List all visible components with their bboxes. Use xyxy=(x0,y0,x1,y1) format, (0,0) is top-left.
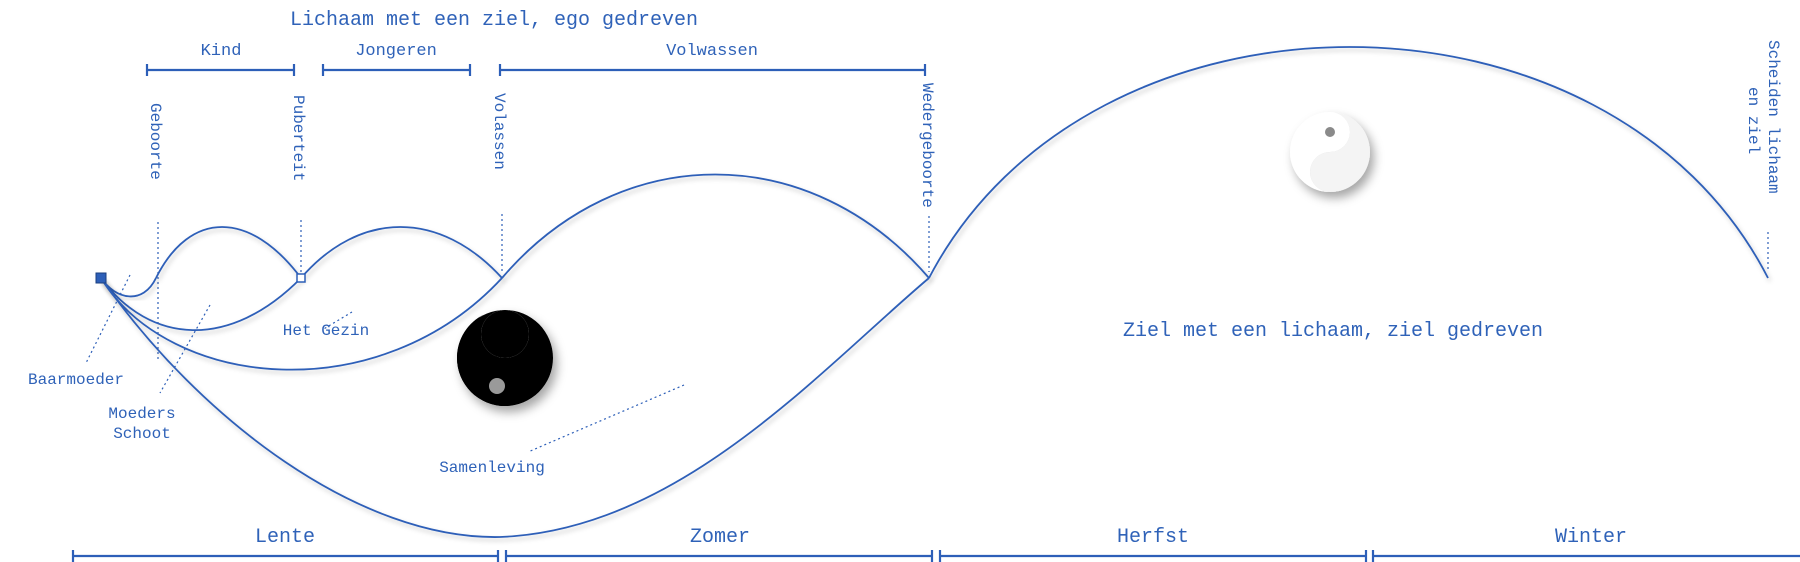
bracket-kind xyxy=(145,64,296,76)
curve-het-gezin xyxy=(100,277,503,371)
milestone-volassen: Volassen xyxy=(490,93,508,170)
phase-label-volwassen: Volwassen xyxy=(666,42,758,61)
season-label-herfst: Herfst xyxy=(1117,526,1189,549)
leader-samenleving xyxy=(527,384,685,453)
season-label-lente: Lente xyxy=(255,526,315,549)
milestone-puberteit: Puberteit xyxy=(289,95,307,181)
season-label-winter: Winter xyxy=(1555,526,1627,549)
curve-ziel-upper xyxy=(928,46,1769,279)
leader-baarmoeder xyxy=(85,274,131,364)
origin-marker xyxy=(95,272,107,284)
diagram-title: Lichaam met een ziel, ego gedreven xyxy=(290,9,698,32)
milestone-wedergeboorte: Wedergeboorte xyxy=(918,83,936,208)
curves xyxy=(100,46,1769,538)
milestone-scheiden-line2: en ziel xyxy=(1744,87,1762,154)
label-het-gezin: Het Gezin xyxy=(283,322,369,340)
bracket-lente xyxy=(71,550,500,562)
leader-het-gezin xyxy=(321,311,353,331)
curve-samenleving xyxy=(100,277,930,538)
bracket-volwassen xyxy=(498,64,927,76)
bracket-herfst xyxy=(938,550,1368,562)
yin-yang-large-icon xyxy=(456,310,553,406)
season-brackets xyxy=(71,550,1800,562)
curve-moeders-schoot xyxy=(100,277,302,331)
label-baarmoeder: Baarmoeder xyxy=(28,371,124,389)
milestone-geboorte: Geboorte xyxy=(146,103,164,180)
puberteit-marker xyxy=(296,273,306,283)
milestone-scheiden-line1: Scheiden lichaam xyxy=(1764,40,1782,194)
phase-label-jongeren: Jongeren xyxy=(355,42,437,61)
season-label-zomer: Zomer xyxy=(690,526,750,549)
curve-kind-upper xyxy=(155,226,302,279)
bracket-jongeren xyxy=(321,64,472,76)
yin-yang-small-icon xyxy=(1290,112,1370,192)
bracket-winter xyxy=(1371,550,1800,562)
curve-volwassen-upper xyxy=(501,173,930,279)
label-samenleving: Samenleving xyxy=(439,459,545,477)
label-ziel-met-lichaam: Ziel met een lichaam, ziel gedreven xyxy=(1123,320,1543,343)
bracket-zomer xyxy=(504,550,934,562)
label-schoot: Schoot xyxy=(113,425,171,443)
label-moeders: Moeders xyxy=(108,405,175,423)
curve-jongeren-upper xyxy=(300,226,503,279)
phase-label-kind: Kind xyxy=(201,42,242,61)
leader-moeders-schoot xyxy=(159,304,211,394)
phase-brackets xyxy=(145,64,927,76)
